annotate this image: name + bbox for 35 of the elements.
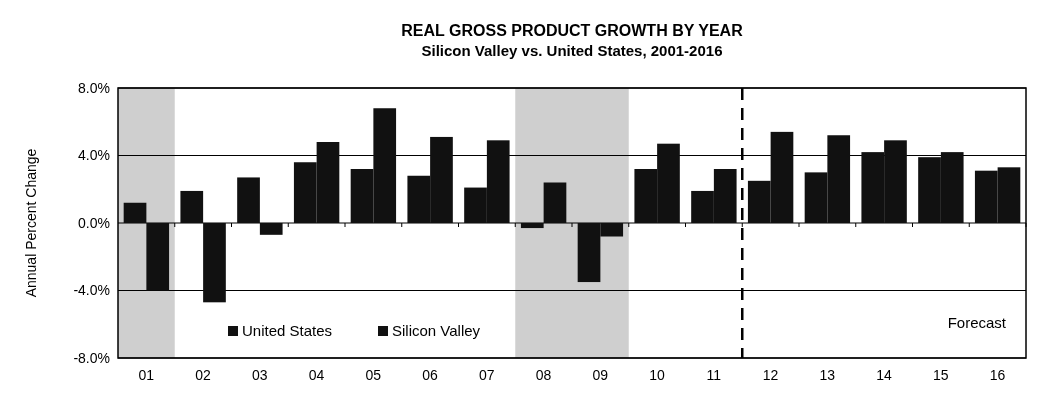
x-tick-label: 09 xyxy=(592,367,609,383)
x-tick-label: 04 xyxy=(308,367,325,383)
bar xyxy=(520,223,544,229)
bar xyxy=(543,182,567,223)
bar xyxy=(123,202,147,223)
bar xyxy=(203,223,226,303)
y-tick-label: 0.0% xyxy=(78,214,110,231)
x-tick-label: 07 xyxy=(479,367,495,383)
x-tick-label: 11 xyxy=(706,367,722,383)
x-tick-label: 14 xyxy=(876,367,893,383)
x-tick-label: 06 xyxy=(422,367,439,383)
x-tick-label: 15 xyxy=(933,367,949,383)
x-tick-label: 10 xyxy=(649,367,666,383)
bar xyxy=(237,177,260,223)
y-tick-label: -8.0% xyxy=(73,349,110,366)
bar xyxy=(180,190,204,223)
annotation: Forecast xyxy=(947,314,1007,331)
x-tick-label: 03 xyxy=(252,367,268,383)
x-tick-label: 12 xyxy=(762,367,779,383)
chart-subtitle: Silicon Valley vs. United States, 2001-2016 xyxy=(421,42,723,59)
x-tick-label: 13 xyxy=(819,367,836,383)
x-tick-label: 02 xyxy=(195,367,212,383)
bar xyxy=(146,223,170,291)
y-tick-label: -4.0% xyxy=(73,282,110,299)
x-tick-label: 01 xyxy=(138,367,155,383)
chart-title: REAL GROSS PRODUCT GROWTH BY YEAR xyxy=(401,22,744,39)
legend-label: Silicon Valley xyxy=(392,322,481,339)
legend-label: United States xyxy=(242,322,333,339)
y-axis-title: Annual Percent Change xyxy=(23,148,39,298)
bar xyxy=(259,223,283,235)
x-tick-label: 05 xyxy=(365,367,382,383)
x-tick-label: 08 xyxy=(535,367,552,383)
y-tick-label: 4.0% xyxy=(78,147,110,164)
y-tick-label: 8.0% xyxy=(78,79,110,96)
x-tick-label: 16 xyxy=(989,367,1006,383)
